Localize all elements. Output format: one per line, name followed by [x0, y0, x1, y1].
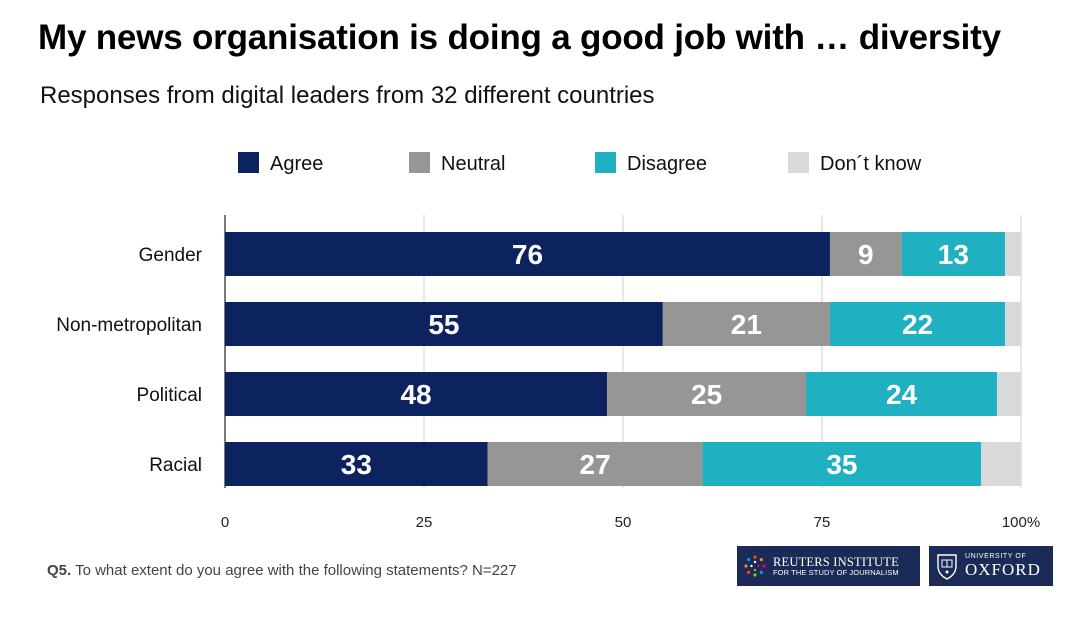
oxford-university-logo: UNIVERSITY OF OXFORD	[929, 546, 1053, 586]
bar-non-metropolitan-don-t-know	[1005, 302, 1021, 346]
reuters-logo-subtitle: FOR THE STUDY OF JOURNALISM	[773, 567, 899, 577]
data-label-racial-agree: 33	[341, 449, 372, 480]
category-label-political: Political	[137, 385, 202, 406]
data-label-non-metropolitan-agree: 55	[428, 309, 459, 340]
legend-label-neutral: Neutral	[441, 153, 505, 175]
data-label-political-agree: 48	[400, 379, 431, 410]
legend-label-disagree: Disagree	[627, 153, 707, 175]
category-label-non-metropolitan: Non-metropolitan	[56, 315, 202, 336]
category-label-racial: Racial	[149, 455, 202, 476]
reuters-logo-title: REUTERS INSTITUTE	[773, 554, 899, 569]
x-tick-label: 50	[615, 514, 632, 531]
oxford-logo-main-text: OXFORD	[965, 559, 1041, 579]
bar-racial-agree	[225, 442, 488, 486]
bar-gender-neutral	[829, 232, 902, 276]
legend-label-don-t-know: Don´t know	[820, 153, 922, 175]
legend-label-agree: Agree	[270, 153, 323, 175]
footnote-text: To what extent do you agree with the fol…	[75, 562, 517, 579]
x-tick-label: 0	[221, 514, 229, 531]
data-label-racial-disagree: 35	[826, 449, 857, 480]
footnote-question-number: Q5.	[47, 562, 72, 579]
x-tick-label: 75	[814, 514, 831, 531]
bar-political-disagree	[806, 372, 998, 416]
bar-political-agree	[225, 372, 608, 416]
legend-swatch-neutral	[409, 152, 430, 173]
bar-non-metropolitan-neutral	[662, 302, 830, 346]
bar-political-neutral	[607, 372, 807, 416]
bar-non-metropolitan-disagree	[829, 302, 1006, 346]
bar-racial-don-t-know	[981, 442, 1021, 486]
bar-gender-agree	[225, 232, 830, 276]
bars: 76 9 13 55 21 22 48 25 24 33 27 35	[225, 232, 1021, 486]
bar-gender-disagree	[901, 232, 1006, 276]
x-axis-ticks: 0 25 50 75 100%	[221, 514, 1040, 531]
reuters-institute-logo: REUTERS INSTITUTE FOR THE STUDY OF JOURN…	[737, 546, 920, 586]
x-tick-label: 25	[416, 514, 433, 531]
data-label-gender-neutral: 9	[858, 239, 874, 270]
category-labels: Gender Non-metropolitan Political Racial	[56, 245, 202, 476]
category-label-gender: Gender	[139, 245, 203, 266]
chart-subtitle: Responses from digital leaders from 32 d…	[40, 82, 655, 109]
data-label-political-disagree: 24	[886, 379, 918, 410]
bar-non-metropolitan-agree	[225, 302, 663, 346]
bar-racial-disagree	[702, 442, 982, 486]
chart-title: My news organisation is doing a good job…	[38, 18, 1001, 57]
legend-swatch-disagree	[595, 152, 616, 173]
oxford-logo-small-text: UNIVERSITY OF	[965, 553, 1027, 561]
bar-political-don-t-know	[997, 372, 1021, 416]
legend: Agree Neutral Disagree Don´t know	[238, 152, 922, 175]
data-label-non-metropolitan-neutral: 21	[731, 309, 762, 340]
legend-swatch-don-t-know	[788, 152, 809, 173]
x-tick-label: 100%	[1002, 514, 1040, 531]
data-label-gender-disagree: 13	[938, 239, 969, 270]
reuters-dots-icon	[744, 555, 766, 577]
data-label-political-neutral: 25	[691, 379, 722, 410]
data-label-racial-neutral: 27	[580, 449, 611, 480]
bar-gender-don-t-know	[1005, 232, 1021, 276]
data-label-gender-agree: 76	[512, 239, 543, 270]
oxford-crest-icon	[937, 554, 957, 580]
footnote: Q5. To what extent do you agree with the…	[47, 562, 517, 579]
legend-swatch-agree	[238, 152, 259, 173]
data-label-non-metropolitan-disagree: 22	[902, 309, 933, 340]
bar-racial-neutral	[487, 442, 703, 486]
